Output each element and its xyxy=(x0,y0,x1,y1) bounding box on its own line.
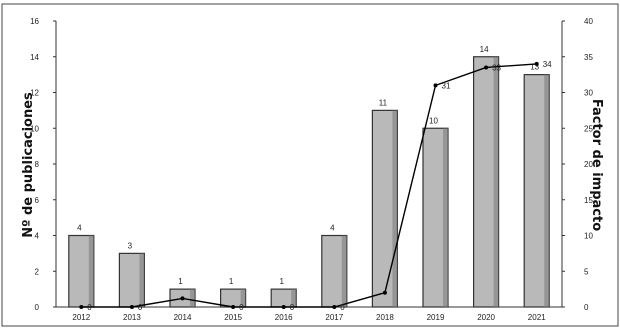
y2-tick-label: 30 xyxy=(584,89,593,98)
bar-shade xyxy=(291,289,297,307)
bar-shade xyxy=(240,289,246,307)
bar-shade xyxy=(341,235,347,307)
bar-shade xyxy=(190,289,195,307)
y-tick-label: 10 xyxy=(30,124,39,133)
x-tick-label: 2019 xyxy=(427,313,445,322)
y-tick-label: 16 xyxy=(30,17,39,26)
bar-shade xyxy=(392,110,398,307)
y-tick-label: 0 xyxy=(35,303,40,312)
x-tick-label: 2012 xyxy=(72,313,90,322)
line-value-label: 0 xyxy=(290,303,295,312)
y-axis-title: Nº de publicaciones xyxy=(21,92,36,238)
y2-tick-label: 20 xyxy=(584,160,593,169)
y-tick-label: 14 xyxy=(30,53,39,62)
line-value-label: 31 xyxy=(442,81,451,90)
x-tick-label: 2013 xyxy=(123,313,141,322)
impact-factor-point xyxy=(231,305,236,309)
impact-factor-point xyxy=(281,305,286,309)
bar-value-label: 13 xyxy=(530,63,539,72)
x-tick-label: 2018 xyxy=(376,313,394,322)
bar-shade xyxy=(88,235,94,307)
y-tick-label: 4 xyxy=(35,232,40,241)
bar-shade xyxy=(544,74,550,307)
bar-shade xyxy=(443,128,448,307)
impact-factor-point xyxy=(79,305,84,309)
y2-tick-label: 40 xyxy=(584,17,593,26)
impact-factor-point xyxy=(332,305,337,309)
y-tick-label: 6 xyxy=(35,196,40,205)
impact-factor-line xyxy=(81,63,537,308)
bar-value-label: 11 xyxy=(379,98,388,107)
y2-tick-label: 15 xyxy=(584,196,593,205)
x-tick-label: 2016 xyxy=(275,313,293,322)
impact-factor-point xyxy=(433,83,438,88)
bar-shade xyxy=(139,253,145,307)
impact-factor-point xyxy=(129,305,134,309)
line-value-label: 33 xyxy=(492,63,501,72)
x-tick-label: 2020 xyxy=(477,313,495,322)
line-value-label: 34 xyxy=(543,60,552,69)
x-tick-label: 2014 xyxy=(174,313,192,322)
y2-tick-label: 25 xyxy=(584,124,593,133)
x-tick-label: 2015 xyxy=(224,313,242,322)
bar-value-label: 14 xyxy=(480,45,489,54)
bar-value-label: 1 xyxy=(229,277,234,286)
y2-tick-label: 0 xyxy=(584,303,589,312)
bar-value-label: 4 xyxy=(330,224,335,233)
y-tick-label: 2 xyxy=(35,267,40,276)
impact-factor-point xyxy=(382,290,387,295)
y2-tick-label: 10 xyxy=(584,232,593,241)
y2-tick-label: 35 xyxy=(584,53,593,62)
y2-tick-label: 5 xyxy=(584,267,589,276)
line-value-label: 0 xyxy=(239,303,244,312)
bar-value-label: 3 xyxy=(128,241,133,250)
impact-factor-point xyxy=(180,296,185,301)
impact-factor-point xyxy=(484,65,489,70)
bar-value-label: 1 xyxy=(178,277,183,286)
bar-value-label: 4 xyxy=(77,224,82,233)
bar-shade xyxy=(493,56,499,307)
x-tick-label: 2017 xyxy=(325,313,343,322)
x-tick-label: 2021 xyxy=(528,313,546,322)
line-value-label: 0 xyxy=(138,303,143,312)
impact-factor-point xyxy=(534,61,539,66)
bar-value-label: 10 xyxy=(429,116,438,125)
frame xyxy=(1,3,619,327)
line-value-label: 0 xyxy=(87,303,92,312)
y2-axis-title: Factor de impacto xyxy=(589,99,604,231)
y-tick-label: 12 xyxy=(30,89,39,98)
bar-value-label: 1 xyxy=(279,277,284,286)
y-tick-label: 8 xyxy=(35,160,40,169)
line-value-label: 0 xyxy=(340,303,345,312)
